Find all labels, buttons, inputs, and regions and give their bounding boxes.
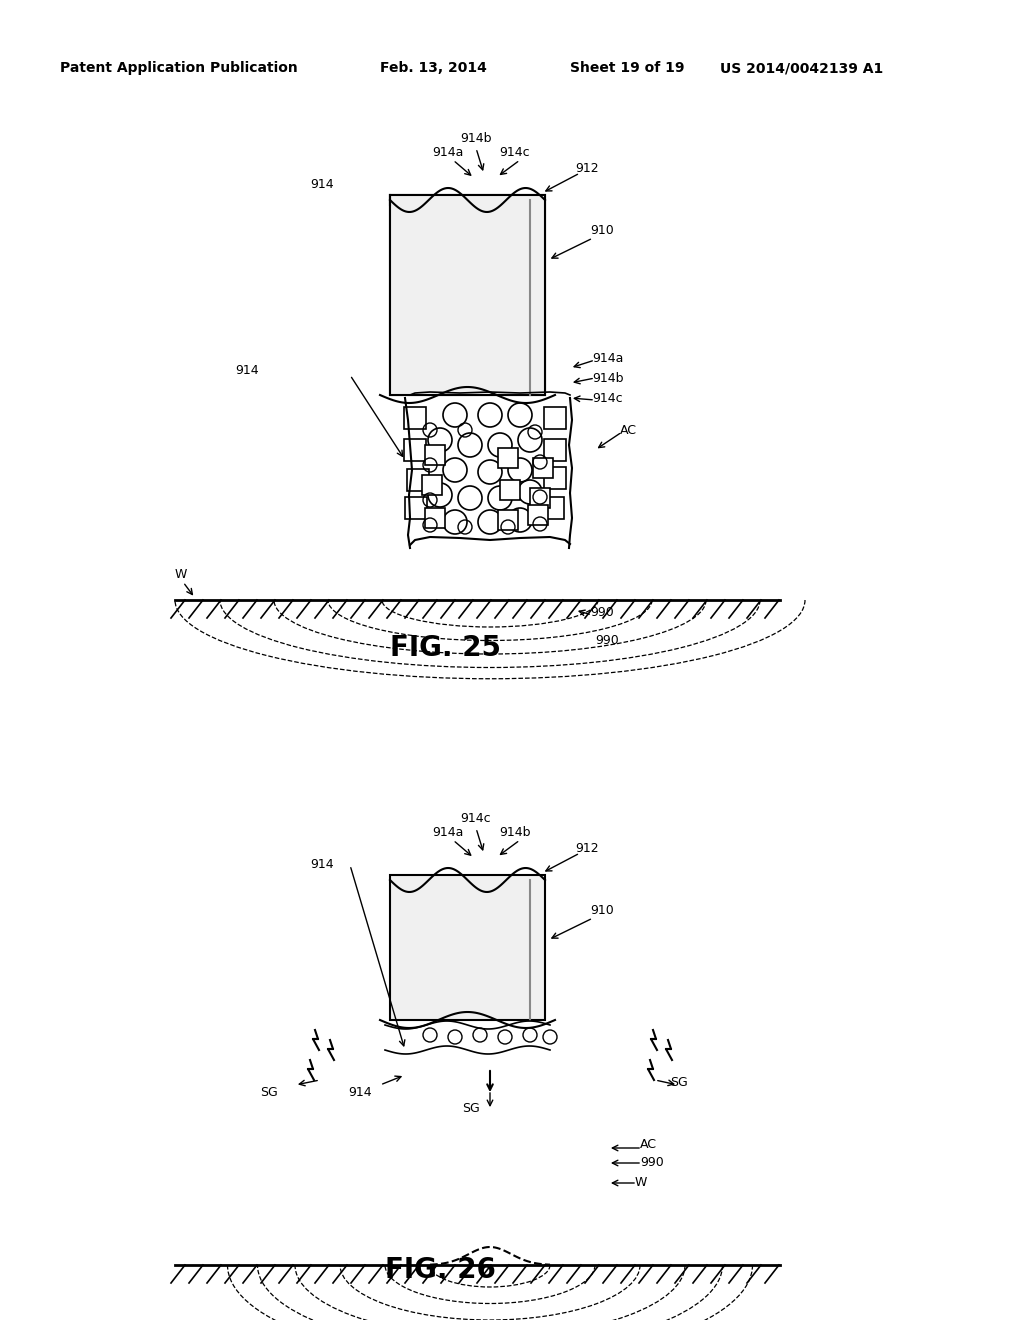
Bar <box>404 407 426 429</box>
Text: 910: 910 <box>590 903 613 916</box>
Bar <box>544 407 566 429</box>
Text: 910: 910 <box>590 223 613 236</box>
Text: AC: AC <box>620 424 637 437</box>
Text: 914a: 914a <box>432 826 464 840</box>
Text: Feb. 13, 2014: Feb. 13, 2014 <box>380 61 486 75</box>
Text: Patent Application Publication: Patent Application Publication <box>60 61 298 75</box>
Text: 914a: 914a <box>432 147 464 160</box>
FancyBboxPatch shape <box>390 195 545 395</box>
Text: 990: 990 <box>590 606 613 619</box>
Text: W: W <box>635 1176 647 1189</box>
Bar <box>407 469 429 491</box>
Text: FIG. 25: FIG. 25 <box>390 634 501 663</box>
Text: 914: 914 <box>310 178 334 191</box>
Text: 914: 914 <box>234 363 259 376</box>
Text: 914a: 914a <box>592 351 624 364</box>
Text: FIG. 26: FIG. 26 <box>385 1257 496 1284</box>
Text: 914: 914 <box>348 1085 372 1098</box>
Text: 912: 912 <box>575 842 599 854</box>
Bar <box>542 498 564 519</box>
Bar <box>390 195 545 395</box>
Text: W: W <box>175 569 187 582</box>
Text: 990: 990 <box>595 634 618 647</box>
Text: SG: SG <box>260 1085 278 1098</box>
Text: 914b: 914b <box>460 132 492 144</box>
Text: 914c: 914c <box>461 812 492 825</box>
Text: 914c: 914c <box>500 147 530 160</box>
Text: SG: SG <box>670 1076 688 1089</box>
Text: 914c: 914c <box>592 392 623 404</box>
Text: 914: 914 <box>310 858 334 871</box>
Text: SG: SG <box>462 1101 480 1114</box>
Bar <box>544 467 566 488</box>
Bar <box>404 440 426 461</box>
Bar <box>544 440 566 461</box>
Bar <box>390 875 545 1020</box>
Bar <box>406 498 427 519</box>
Text: 914b: 914b <box>592 371 624 384</box>
Text: 912: 912 <box>575 161 599 174</box>
Text: US 2014/0042139 A1: US 2014/0042139 A1 <box>720 61 884 75</box>
Text: AC: AC <box>640 1138 657 1151</box>
Text: 914b: 914b <box>500 826 530 840</box>
Text: 990: 990 <box>640 1156 664 1170</box>
Text: Sheet 19 of 19: Sheet 19 of 19 <box>570 61 684 75</box>
